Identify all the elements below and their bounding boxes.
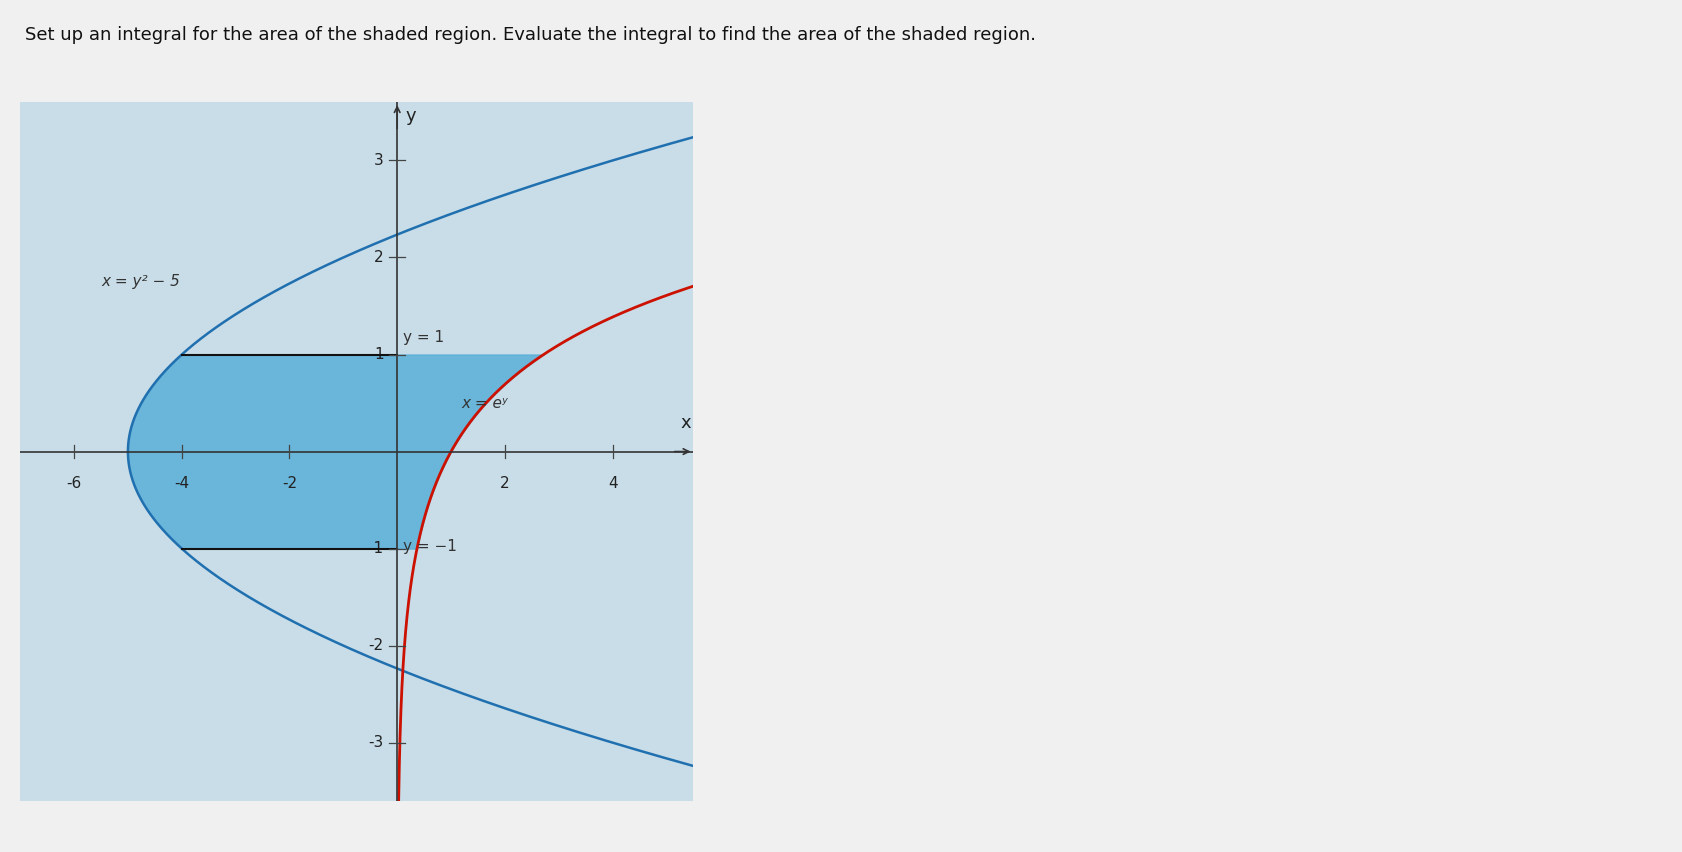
Text: x: x: [680, 414, 690, 432]
Text: -1: -1: [368, 541, 383, 556]
Text: y = −1: y = −1: [402, 539, 456, 554]
Text: -4: -4: [175, 475, 188, 491]
Text: Set up an integral for the area of the shaded region. Evaluate the integral to f: Set up an integral for the area of the s…: [25, 26, 1036, 43]
Text: -3: -3: [368, 735, 383, 750]
Text: -2: -2: [283, 475, 296, 491]
Text: 1: 1: [373, 347, 383, 362]
Text: 2: 2: [373, 250, 383, 265]
Text: y: y: [405, 107, 415, 125]
Text: 2: 2: [500, 475, 510, 491]
Text: 4: 4: [607, 475, 617, 491]
Text: 3: 3: [373, 153, 383, 168]
Text: x = y² − 5: x = y² − 5: [101, 274, 180, 289]
Text: -2: -2: [368, 638, 383, 653]
Text: y = 1: y = 1: [402, 330, 444, 345]
Text: x = eʸ: x = eʸ: [461, 395, 508, 411]
Text: -6: -6: [66, 475, 82, 491]
